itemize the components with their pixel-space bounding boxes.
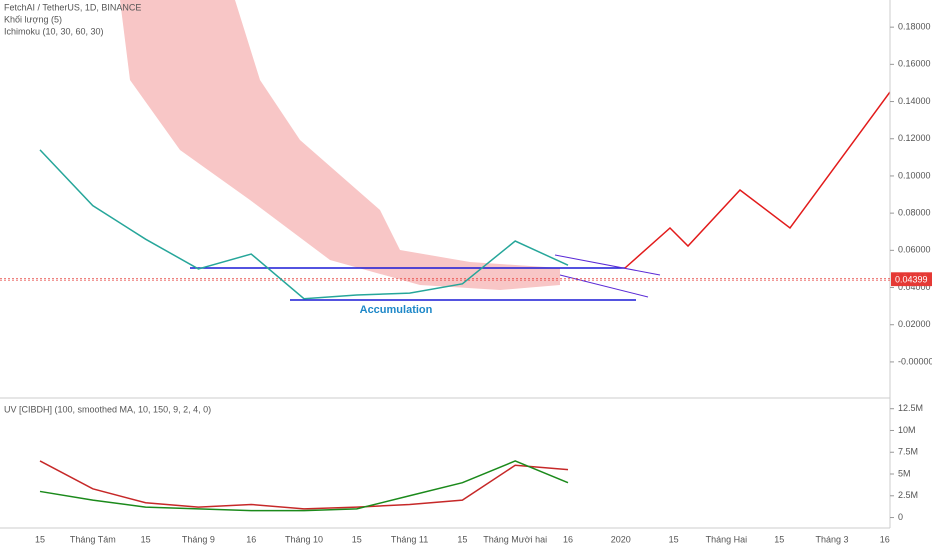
annotation: Accumulation [360, 304, 433, 316]
price-tag-label: 0.04399 [895, 274, 928, 284]
x-tick-label: 15 [141, 534, 151, 544]
y-tick-label: 7.5M [898, 447, 918, 457]
x-tick-label: Tháng 10 [285, 534, 323, 544]
x-tick-label: 16 [880, 534, 890, 544]
x-tick-label: Tháng 3 [815, 534, 848, 544]
y-tick-label: -0.00000 [898, 356, 932, 366]
wedge-line [554, 254, 661, 276]
x-tick-label: 15 [774, 534, 784, 544]
y-tick-label: 0.10000 [898, 170, 931, 180]
y-tick-label: 0.12000 [898, 133, 931, 143]
x-tick-label: 2020 [611, 534, 631, 544]
y-tick-label: 10M [898, 425, 916, 435]
y-tick-label: 0.02000 [898, 319, 931, 329]
x-tick-label: Tháng 11 [391, 534, 428, 544]
series-line [39, 149, 569, 300]
uv-legend: UV [CIBDH] (100, smoothed MA, 10, 150, 9… [4, 404, 211, 414]
x-tick-label: Tháng Hai [706, 534, 748, 544]
y-tick-label: 0.04000 [898, 282, 931, 292]
x-tick-label: 15 [35, 534, 45, 544]
y-tick-label: 0.06000 [898, 245, 931, 255]
legend-volume: Khối lượng (5) [4, 14, 62, 24]
x-tick-label: Tháng Tám [70, 534, 116, 544]
x-tick-label: Tháng 9 [182, 534, 215, 544]
legend-title: FetchAI / TetherUS, 1D, BINANCE [4, 2, 141, 12]
y-tick-label: 0 [898, 512, 903, 522]
y-tick-label: 0.08000 [898, 208, 931, 218]
y-tick-label: 2.5M [898, 490, 918, 500]
y-tick-label: 12.5M [898, 403, 923, 413]
legend-ichimoku: Ichimoku (10, 30, 60, 30) [4, 26, 104, 36]
y-tick-label: 5M [898, 468, 911, 478]
y-tick-label: 0.16000 [898, 59, 931, 69]
projection-arrow [624, 91, 891, 269]
x-tick-label: 15 [352, 534, 362, 544]
x-tick-label: Tháng Mười hai [483, 534, 547, 544]
y-tick-label: 0.18000 [898, 22, 931, 32]
ichimoku-cloud [120, 0, 560, 290]
x-tick-label: 15 [669, 534, 679, 544]
series-line [39, 460, 569, 510]
price-tag [891, 274, 932, 287]
x-tick-label: 16 [563, 534, 573, 544]
x-tick-label: 15 [457, 534, 467, 544]
wedge-line [559, 274, 649, 298]
x-tick-label: 16 [246, 534, 256, 544]
series-line [39, 460, 569, 512]
y-tick-label: 0.14000 [898, 96, 931, 106]
